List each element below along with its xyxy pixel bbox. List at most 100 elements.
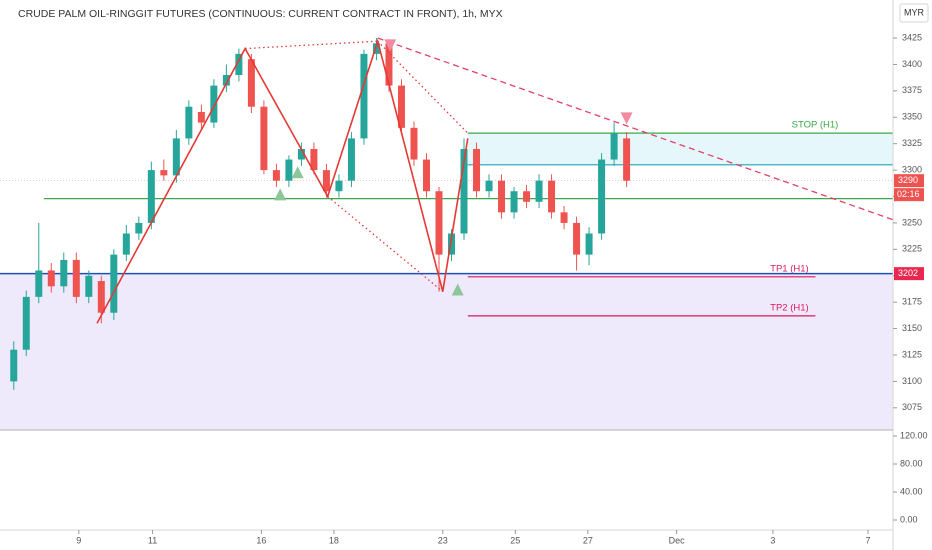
candle-body	[260, 106, 268, 171]
drawing-line	[377, 37, 894, 221]
zone	[467, 133, 893, 165]
candle-body	[160, 170, 168, 176]
y2-tick-label: 0.00	[900, 514, 918, 524]
axes: 3075310031253150317532003225325032753300…	[76, 32, 927, 545]
x-tick-label: 23	[438, 535, 448, 545]
y-tick-label: 3425	[902, 32, 922, 42]
price-tag	[894, 174, 924, 188]
candle-body	[247, 59, 255, 107]
level-label: STOP (H1)	[792, 120, 839, 131]
y-tick-label: 3225	[902, 244, 922, 254]
candle-body	[135, 222, 143, 234]
candle-body	[385, 43, 393, 86]
candle-body	[297, 148, 305, 160]
candle-body	[598, 159, 606, 234]
candle-body	[110, 254, 118, 313]
candle-body	[235, 53, 243, 76]
candle-body	[322, 170, 330, 192]
y-tick-label: 3125	[902, 349, 922, 359]
candle-body	[272, 170, 280, 181]
candle-body	[22, 296, 30, 350]
y-tick-label: 3100	[902, 376, 922, 386]
price-tag-label: 3202	[898, 268, 918, 278]
candle-body	[397, 85, 405, 128]
candle-body	[210, 85, 218, 123]
x-tick-label: 18	[329, 535, 339, 545]
candle-body	[85, 275, 93, 297]
signal-marker	[620, 112, 633, 125]
signal-marker	[274, 188, 287, 201]
plot-area: STOP (H1) TP1 (H1) TP2 (H1)	[0, 37, 894, 430]
candle-body	[197, 111, 205, 123]
y-tick-label: 3300	[902, 164, 922, 174]
candle-body	[10, 349, 18, 382]
candle-body	[147, 170, 155, 223]
x-tick-label: 25	[510, 535, 520, 545]
signal-marker	[291, 166, 304, 179]
candle-body	[523, 191, 531, 202]
zone	[0, 273, 893, 430]
y-tick-label: 3150	[902, 323, 922, 333]
countdown: 02:16	[897, 189, 920, 199]
currency: MYR	[904, 7, 925, 17]
y-tick-label: 3375	[902, 85, 922, 95]
countdown-tag	[894, 188, 924, 202]
candle-body	[448, 233, 456, 255]
y-tick-label: 3250	[902, 217, 922, 227]
candle-body	[535, 180, 543, 202]
chart-title: CRUDE PALM OIL-RINGGIT FUTURES (CONTINUO…	[18, 8, 503, 20]
candle-body	[360, 53, 368, 139]
y2-tick-label: 40.00	[900, 486, 923, 496]
candle-body	[510, 191, 518, 213]
signal-marker	[451, 283, 464, 296]
candle-body	[222, 75, 230, 86]
candle-body	[185, 106, 193, 139]
candle-body	[410, 127, 418, 160]
candle-body	[47, 270, 55, 287]
candle-body	[285, 159, 293, 181]
candle-body	[560, 212, 568, 223]
y-tick-label: 3400	[902, 59, 922, 69]
candle-body	[347, 138, 355, 181]
x-tick-label: 9	[76, 535, 81, 545]
candle-body	[372, 43, 380, 54]
y-tick-label: 3350	[902, 112, 922, 122]
candle-body	[122, 233, 130, 255]
signal-marker	[384, 39, 397, 52]
x-tick-label: 11	[148, 535, 157, 545]
x-tick-label: 16	[256, 535, 266, 545]
drawing-line	[377, 40, 469, 134]
candle-body	[35, 270, 43, 297]
candle-body	[422, 159, 430, 192]
y2-tick-label: 80.00	[900, 458, 923, 468]
candle-body	[72, 259, 80, 297]
candle-body	[573, 222, 581, 255]
drawing-line	[96, 38, 469, 324]
currency-box[interactable]	[899, 3, 929, 23]
candle-body	[435, 191, 443, 255]
x-tick-label: 7	[865, 535, 870, 545]
candle-body	[485, 180, 493, 192]
y-tick-label: 3325	[902, 138, 922, 148]
candle-body	[310, 148, 318, 171]
candle-body	[623, 138, 631, 181]
candle-body	[460, 148, 468, 234]
y-tick-label: 3175	[902, 297, 922, 307]
x-tick-label: 3	[770, 535, 775, 545]
x-tick-label: 27	[583, 535, 593, 545]
y2-tick-label: 120.00	[900, 430, 928, 440]
level-label: TP1 (H1)	[770, 263, 809, 274]
price-tag	[894, 267, 924, 281]
candle-body	[97, 281, 105, 313]
y-tick-label: 3075	[902, 402, 922, 412]
candle-body	[60, 259, 68, 287]
candle-body	[548, 180, 556, 213]
drawing-line	[245, 40, 378, 50]
candle-body	[473, 148, 481, 192]
candle-body	[335, 180, 343, 192]
x-tick-label: Dec	[669, 535, 686, 545]
price-tag-label: 3290	[898, 175, 918, 185]
level-label: TP2 (H1)	[770, 302, 809, 313]
candle-body	[585, 233, 593, 255]
